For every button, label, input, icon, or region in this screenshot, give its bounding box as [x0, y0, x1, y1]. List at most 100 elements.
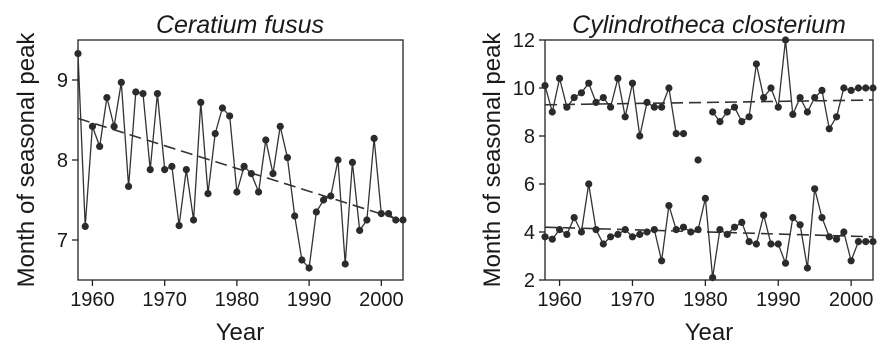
data-point [305, 264, 313, 272]
data-point [847, 86, 855, 94]
data-point [738, 118, 746, 126]
data-point [117, 78, 125, 86]
data-point [767, 240, 775, 248]
data-point [570, 214, 578, 222]
data-point [621, 226, 629, 234]
x-tick-label: 1970 [142, 289, 187, 311]
data-point [247, 170, 255, 178]
series-line [544, 183, 873, 278]
data-point [599, 94, 607, 102]
y-tick-label: 8 [57, 150, 68, 172]
data-point [665, 202, 673, 210]
data-point [592, 98, 600, 106]
data-point [781, 36, 790, 44]
data-point [96, 142, 104, 150]
data-point [599, 240, 607, 248]
x-tick-label: 1990 [756, 289, 801, 311]
data-point [570, 94, 578, 102]
data-point [716, 226, 724, 234]
data-point [709, 108, 717, 116]
data-point [81, 222, 89, 230]
data-point [312, 208, 320, 216]
data-point [694, 156, 702, 164]
y-tick-label: 2 [524, 270, 535, 292]
data-point [541, 82, 549, 90]
data-point [189, 216, 198, 224]
data-point [760, 211, 768, 219]
data-point [803, 108, 812, 116]
data-point [563, 230, 571, 238]
data-point [803, 264, 812, 272]
data-point [745, 238, 753, 246]
data-point [774, 240, 782, 248]
data-point [869, 238, 877, 246]
data-point [226, 112, 234, 120]
data-point [218, 104, 227, 112]
data-point [679, 223, 688, 231]
data-point [182, 166, 190, 174]
ceratium-fusus-panel: Ceratium fusus Year Month of seasonal pe… [13, 11, 407, 345]
x-tick-label: 1960 [70, 289, 115, 311]
data-point [658, 257, 666, 265]
data-point [555, 74, 564, 82]
data-point [614, 74, 622, 82]
data-point [774, 103, 782, 111]
data-point [723, 230, 731, 238]
data-point [745, 113, 753, 121]
data-point [643, 228, 651, 236]
data-point [585, 180, 593, 188]
data-point [555, 226, 564, 234]
data-point [862, 84, 870, 92]
data-point [161, 166, 169, 174]
plot-frame [544, 39, 874, 281]
data-point [687, 228, 695, 236]
series-line [77, 53, 403, 270]
data-point [811, 185, 819, 193]
data-point [679, 130, 688, 138]
data-point [399, 216, 407, 224]
data-point [832, 235, 841, 243]
data-point [650, 103, 658, 111]
data-point [146, 166, 154, 174]
data-point [723, 108, 731, 116]
data-point [818, 214, 826, 222]
data-point [840, 228, 848, 236]
data-point [636, 132, 644, 140]
data-point [854, 238, 863, 246]
data-point [760, 94, 768, 102]
data-point [796, 221, 804, 229]
data-point [132, 88, 140, 96]
data-point [276, 122, 284, 130]
data-point [139, 90, 147, 98]
data-point [621, 113, 629, 121]
data-point [363, 216, 371, 224]
data-point [577, 228, 586, 236]
data-point [628, 79, 637, 87]
y-tick-label: 8 [524, 126, 535, 148]
data-point [384, 210, 393, 218]
data-point [563, 103, 571, 111]
data-point [334, 156, 342, 164]
chart-title: Ceratium fusus [156, 11, 324, 39]
data-point [825, 125, 833, 133]
x-tick-label: 1960 [537, 289, 582, 311]
data-point [709, 274, 717, 282]
data-point [840, 84, 848, 92]
data-point [730, 103, 739, 111]
data-point [327, 192, 335, 200]
y-tick-label: 9 [57, 70, 68, 92]
x-tick-label: 1980 [215, 289, 260, 311]
data-point [124, 182, 133, 190]
data-point [319, 196, 328, 204]
data-point [643, 98, 651, 106]
data-point [240, 162, 248, 170]
x-tick-label: 1980 [683, 289, 728, 311]
data-point [370, 134, 378, 142]
data-point [767, 84, 775, 92]
data-point [254, 188, 263, 196]
y-axis-label: Month of seasonal peak [479, 32, 506, 288]
data-point [153, 90, 162, 98]
y-tick-label: 4 [524, 222, 535, 244]
data-point [377, 210, 385, 218]
